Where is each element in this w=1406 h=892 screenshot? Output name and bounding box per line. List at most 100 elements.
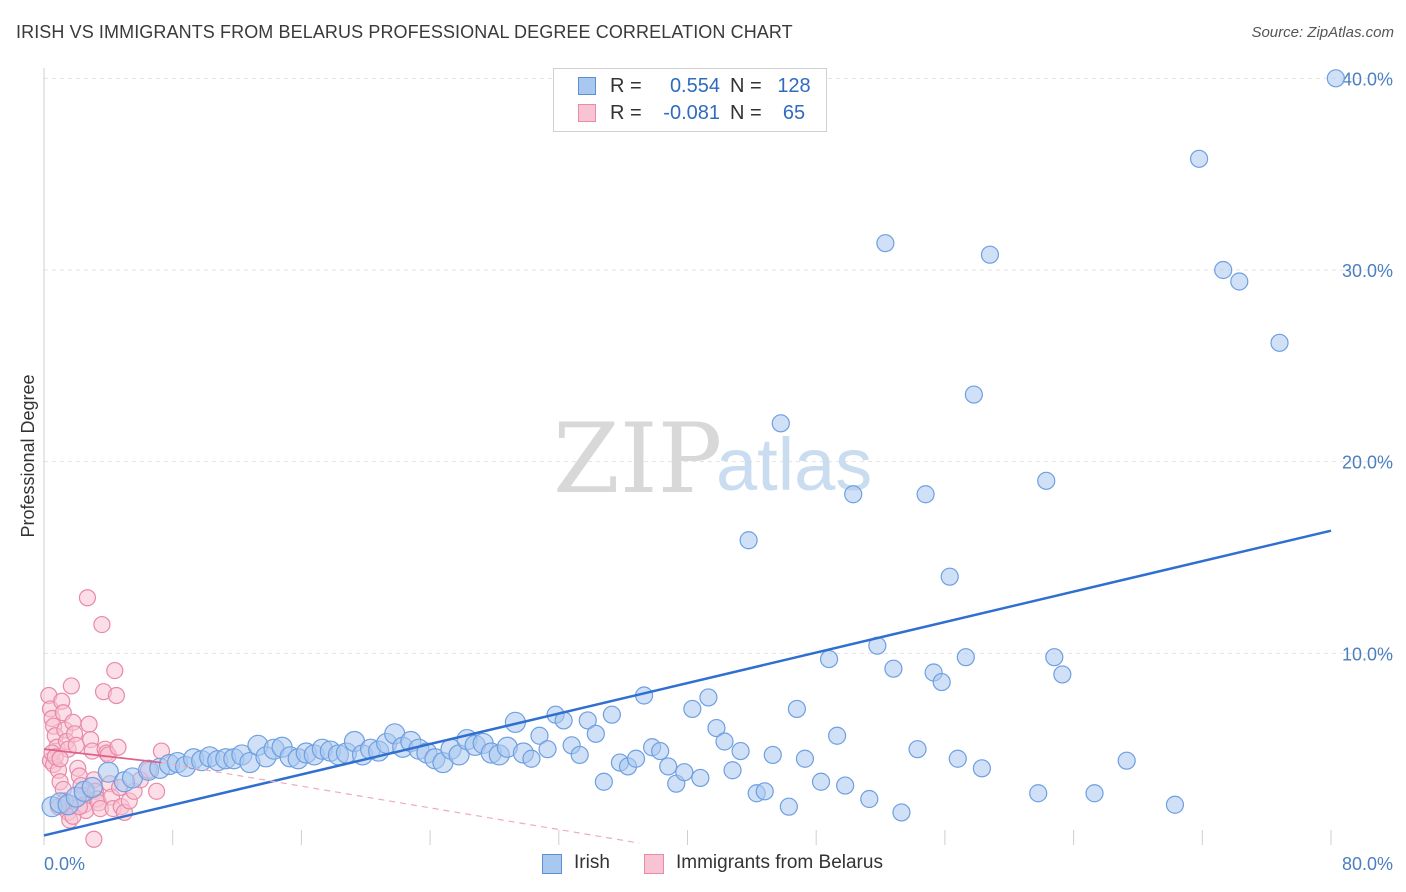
irish-point xyxy=(675,763,694,782)
stats-legend: R = 0.554 N = 128 R = -0.081 N = 65 xyxy=(553,68,827,132)
irish-point xyxy=(779,797,798,816)
watermark-zip: ZIP xyxy=(553,403,722,515)
irish-point xyxy=(787,699,806,719)
irish-point xyxy=(980,245,1000,264)
belarus-point xyxy=(62,677,80,695)
belarus-trend-extension xyxy=(161,761,640,844)
belarus-point xyxy=(67,736,85,754)
irish-point xyxy=(811,772,831,791)
irish-point xyxy=(860,789,879,809)
irish-point xyxy=(908,740,927,759)
irish-point xyxy=(755,782,774,801)
irish-point xyxy=(659,757,678,776)
irish-point xyxy=(876,234,895,253)
irish-point xyxy=(1326,69,1345,88)
legend-swatch-belarus xyxy=(644,854,664,874)
irish-point xyxy=(715,732,734,751)
irish-point xyxy=(1029,784,1048,803)
irish-point xyxy=(739,531,758,550)
irish-point xyxy=(723,761,742,780)
y-tick-label: 20.0% xyxy=(1342,453,1393,473)
irish-point xyxy=(731,741,750,761)
irish-point xyxy=(932,672,951,692)
irish-point xyxy=(1214,260,1233,280)
irish-point xyxy=(819,649,839,669)
legend-swatch-belarus xyxy=(578,104,596,122)
irish-point xyxy=(1165,795,1185,814)
legend-r-label: R = xyxy=(610,75,642,97)
irish-point xyxy=(940,567,959,586)
series-legend: Irish Immigrants from Belarus xyxy=(0,852,1406,878)
source-label: Source: ZipAtlas.com xyxy=(1251,24,1394,41)
irish-point xyxy=(651,741,670,761)
irish-point xyxy=(1189,149,1209,168)
legend-n-value: 128 xyxy=(777,75,811,97)
irish-point xyxy=(691,768,710,788)
series-irish xyxy=(41,69,1345,822)
irish-point xyxy=(1230,272,1249,291)
belarus-trend-line xyxy=(43,748,162,764)
irish-point xyxy=(1045,648,1064,667)
irish-point xyxy=(844,485,863,504)
chart-title: IRISH VS IMMIGRANTS FROM BELARUS PROFESS… xyxy=(16,22,793,42)
irish-point xyxy=(594,772,613,791)
legend-n-label: N = xyxy=(730,102,762,124)
legend-label-belarus: Immigrants from Belarus xyxy=(676,852,883,873)
x-tick-label-min: 0.0% xyxy=(44,854,85,874)
irish-point xyxy=(884,659,903,678)
irish-point xyxy=(1037,471,1056,490)
legend-n-value: 65 xyxy=(782,102,806,124)
y-tick-label: 10.0% xyxy=(1342,644,1393,664)
belarus-point xyxy=(109,738,127,756)
irish-point xyxy=(586,724,605,743)
irish-point xyxy=(97,761,119,783)
irish-point xyxy=(836,776,855,795)
y-tick-label: 30.0% xyxy=(1342,261,1393,281)
irish-point xyxy=(626,749,646,768)
irish-point xyxy=(707,718,726,738)
irish-point xyxy=(771,414,790,433)
y-tick-label: 40.0% xyxy=(1342,69,1393,89)
y-tick-labels: 10.0% 20.0% 30.0% 40.0% xyxy=(1342,69,1393,664)
belarus-point xyxy=(148,782,166,800)
irish-point xyxy=(828,726,847,745)
legend-n-label: N = xyxy=(730,75,762,97)
trend-lines xyxy=(43,529,1332,844)
irish-point xyxy=(1270,333,1289,352)
x-ticks xyxy=(43,830,1332,845)
irish-point xyxy=(1085,784,1104,803)
legend-r-value: -0.081 xyxy=(663,102,720,124)
belarus-point xyxy=(107,686,125,705)
irish-trend-line xyxy=(43,529,1332,837)
irish-point xyxy=(578,711,597,730)
watermark: ZIP atlas xyxy=(553,403,872,515)
belarus-point xyxy=(51,750,69,768)
irish-point xyxy=(763,745,782,765)
irish-point xyxy=(972,759,992,778)
legend-swatch-irish xyxy=(578,77,596,95)
gridlines xyxy=(44,77,1394,654)
legend-r-label: R = xyxy=(610,102,642,124)
irish-point xyxy=(522,749,541,768)
legend-r-value: 0.554 xyxy=(669,75,720,97)
irish-point xyxy=(530,726,549,745)
irish-point xyxy=(699,688,718,707)
irish-point xyxy=(538,740,557,759)
irish-point xyxy=(602,705,621,724)
irish-point xyxy=(964,385,983,404)
legend-label-irish: Irish xyxy=(574,852,610,873)
belarus-point xyxy=(106,661,124,680)
irish-point xyxy=(892,803,911,822)
belarus-point xyxy=(85,830,103,848)
irish-point xyxy=(81,776,103,799)
irish-point xyxy=(683,699,702,719)
belarus-point xyxy=(78,589,97,607)
belarus-point xyxy=(80,715,98,733)
y-axis-label: Professional Degree xyxy=(18,374,38,537)
irish-point xyxy=(1053,665,1072,684)
irish-point xyxy=(1117,751,1136,770)
belarus-point xyxy=(93,615,111,634)
irish-point xyxy=(956,648,975,667)
irish-point xyxy=(795,749,815,768)
